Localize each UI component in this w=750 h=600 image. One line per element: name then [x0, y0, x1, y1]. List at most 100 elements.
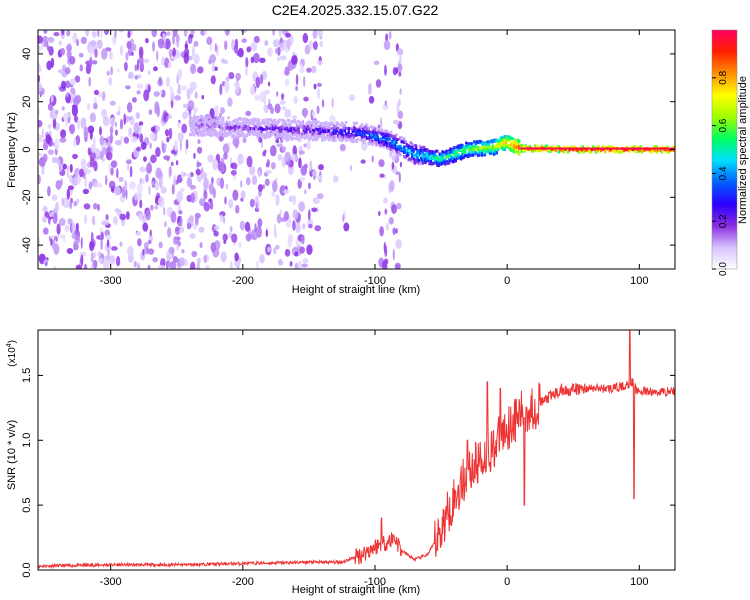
spectrogram-cell — [220, 130, 224, 134]
spectrogram-cell — [112, 216, 118, 225]
spectrogram-cell — [94, 147, 101, 158]
spectrogram-cell — [277, 258, 283, 266]
spectrogram-cell — [393, 134, 397, 138]
spectrogram-cell — [589, 150, 592, 154]
spectrogram-cell — [85, 63, 92, 75]
spectrogram-cell — [247, 125, 250, 129]
spectrogram-cell — [163, 221, 167, 228]
spectrogram-cell — [105, 214, 109, 221]
spectrogram-cell — [302, 33, 309, 44]
spectrogram-cell — [395, 151, 398, 155]
spectrogram-cell — [646, 147, 650, 150]
spectrogram-cell — [123, 113, 127, 126]
spectrogram-cell — [58, 40, 62, 46]
spectrogram-cell — [481, 149, 484, 153]
spectrogram-cell — [607, 149, 611, 153]
spectrogram-cell — [642, 148, 645, 152]
spectrogram-cell — [432, 150, 435, 154]
spectrogram-cell — [116, 167, 119, 179]
spectrogram-cell — [347, 127, 350, 131]
spectrogram-cell — [461, 156, 464, 160]
spectrogram-cell — [487, 150, 491, 154]
spectrogram-cell — [169, 85, 174, 92]
spectrogram-cell — [379, 173, 385, 178]
spectrogram-cell — [630, 147, 634, 150]
spectrogram-cell — [347, 137, 350, 141]
spectrogram-cell — [417, 153, 421, 157]
spectrogram-cell — [204, 121, 208, 125]
spectrogram-cell — [289, 128, 292, 132]
spectrogram-cell — [392, 67, 398, 76]
spectrogram-cell — [266, 132, 270, 136]
spectrogram-cell — [325, 135, 328, 139]
spectrogram-cell — [197, 66, 204, 74]
spectrogram-cell — [244, 134, 247, 138]
spectrogram-cell — [398, 171, 401, 183]
spectrogram-cell — [208, 132, 212, 136]
spectrogram-cell — [482, 143, 485, 147]
spectrogram-cell — [139, 177, 142, 184]
spectrogram-cell — [462, 147, 465, 151]
spectrogram-cell — [43, 205, 48, 213]
spectrogram-cell — [176, 39, 179, 49]
spectrogram-cell — [260, 130, 263, 134]
spectrogram-cell — [204, 129, 208, 133]
spectrogram-cell — [89, 56, 93, 68]
spectrogram-cell — [75, 135, 81, 146]
spectrogram-cell — [261, 132, 265, 136]
spectrogram-cell — [356, 129, 360, 133]
spectrogram-cell — [387, 134, 390, 138]
spectrogram-cell — [417, 150, 421, 154]
spectrogram-cell — [51, 194, 58, 201]
spectrogram-cell — [170, 55, 178, 60]
spectrogram-cell — [397, 48, 404, 56]
spectrogram-cell — [414, 147, 418, 151]
spectrogram-cell — [38, 35, 44, 44]
spectrogram-cell — [136, 183, 143, 192]
spectrogram-cell — [239, 220, 245, 231]
spectrogram-cell — [429, 159, 432, 163]
spectrogram-cell — [202, 124, 205, 128]
spectrogram-cell — [599, 148, 603, 152]
spectrogram-cell — [242, 137, 247, 144]
spectrogram-cell — [506, 138, 509, 142]
spectrogram-cell — [262, 133, 266, 137]
spectrogram-cell — [450, 155, 454, 159]
spectrogram-cell — [502, 148, 505, 152]
spectrogram-cell — [494, 149, 497, 153]
spectrogram-cell — [139, 199, 143, 209]
spectrogram-cell — [451, 148, 455, 152]
spectrogram-cell — [483, 142, 487, 146]
spectrogram-cell — [316, 206, 320, 214]
spectrogram-cell — [463, 145, 467, 149]
spectrogram-cell — [264, 124, 267, 128]
spectrogram-cell — [275, 193, 280, 206]
spectrogram-cell — [134, 192, 138, 201]
spectrogram-cell — [166, 157, 170, 162]
spectrogram-cell — [266, 159, 270, 168]
spectrogram-cell — [256, 135, 259, 139]
spectrogram-cell — [53, 265, 56, 269]
spectrogram-cell — [285, 134, 288, 138]
spectrogram-cell — [317, 124, 320, 128]
spectrogram-cell — [38, 82, 43, 93]
spectrogram-cell — [181, 249, 185, 254]
spectrogram-cell — [299, 177, 306, 182]
spectrogram-cell — [466, 155, 469, 159]
spectrogram-cell — [611, 149, 615, 153]
spectrogram-cell — [500, 146, 504, 150]
spectrogram-cell — [276, 56, 280, 62]
spectrogram-cell — [184, 44, 188, 49]
spectrogram-cell — [368, 82, 372, 95]
spectrogram-cell — [314, 127, 317, 131]
spectrogram-cell — [310, 133, 313, 137]
spectrogram-cell — [60, 129, 67, 139]
spectrogram-cell — [422, 149, 426, 153]
spectrogram-cell — [278, 130, 282, 134]
spectrogram-cell — [136, 83, 144, 89]
spectrogram-cell — [543, 147, 547, 150]
spectrogram-cell — [511, 144, 514, 148]
spectrogram-cell — [218, 124, 221, 128]
spectrogram-cell — [446, 161, 450, 165]
spectrogram-cell — [457, 155, 460, 159]
